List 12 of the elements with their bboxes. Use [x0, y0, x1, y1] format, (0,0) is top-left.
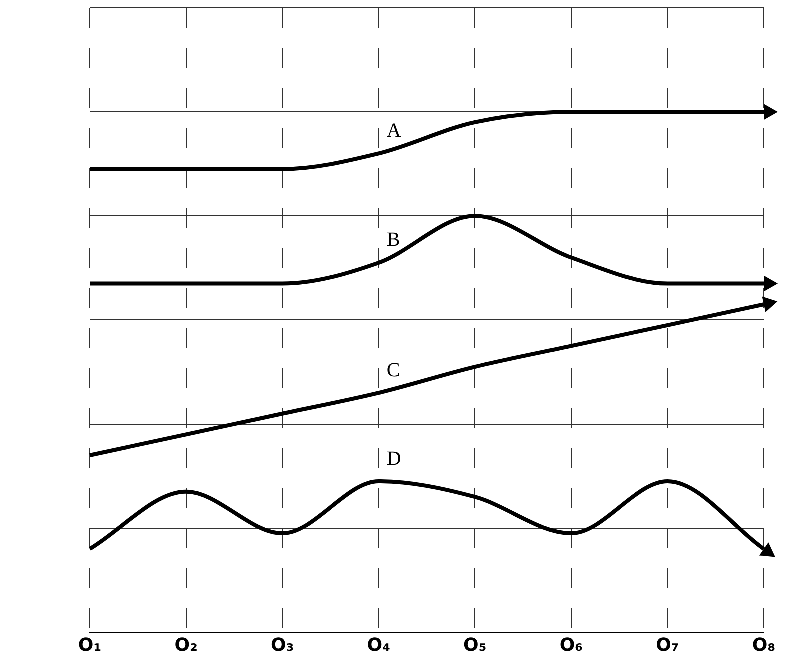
- x-tick-label: O₂: [174, 634, 198, 656]
- x-tick-label: O₆: [560, 634, 584, 656]
- series-label: D: [386, 448, 402, 470]
- series-label: C: [386, 359, 400, 382]
- x-tick-label: O₅: [464, 634, 487, 656]
- series-label: B: [386, 229, 400, 252]
- x-tick-label: O₇: [656, 634, 680, 656]
- series-label: A: [386, 120, 402, 142]
- x-tick-label: O₈: [752, 634, 776, 656]
- x-tick-label: O₁: [78, 634, 102, 656]
- x-tick-label: O₄: [367, 634, 391, 656]
- x-tick-label: O₃: [270, 634, 294, 656]
